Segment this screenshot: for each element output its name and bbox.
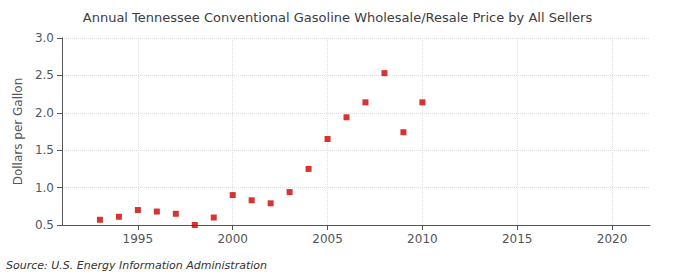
svg-text:1.0: 1.0 [35, 181, 54, 195]
svg-text:Annual Tennessee Conventional: Annual Tennessee Conventional Gasoline W… [83, 10, 593, 25]
svg-text:3.0: 3.0 [35, 31, 54, 45]
svg-text:2.5: 2.5 [35, 68, 54, 82]
svg-text:2020: 2020 [597, 232, 628, 246]
svg-text:2000: 2000 [217, 232, 248, 246]
svg-text:1995: 1995 [123, 232, 154, 246]
svg-text:2010: 2010 [407, 232, 438, 246]
svg-text:1.5: 1.5 [35, 143, 54, 157]
svg-text:Dollars per Gallon: Dollars per Gallon [11, 78, 25, 186]
svg-text:0.5: 0.5 [35, 218, 54, 232]
svg-text:2015: 2015 [502, 232, 533, 246]
svg-text:2005: 2005 [312, 232, 343, 246]
svg-text:2.0: 2.0 [35, 106, 54, 120]
svg-text:Source: U.S. Energy Informatio: Source: U.S. Energy Information Administ… [6, 259, 267, 272]
